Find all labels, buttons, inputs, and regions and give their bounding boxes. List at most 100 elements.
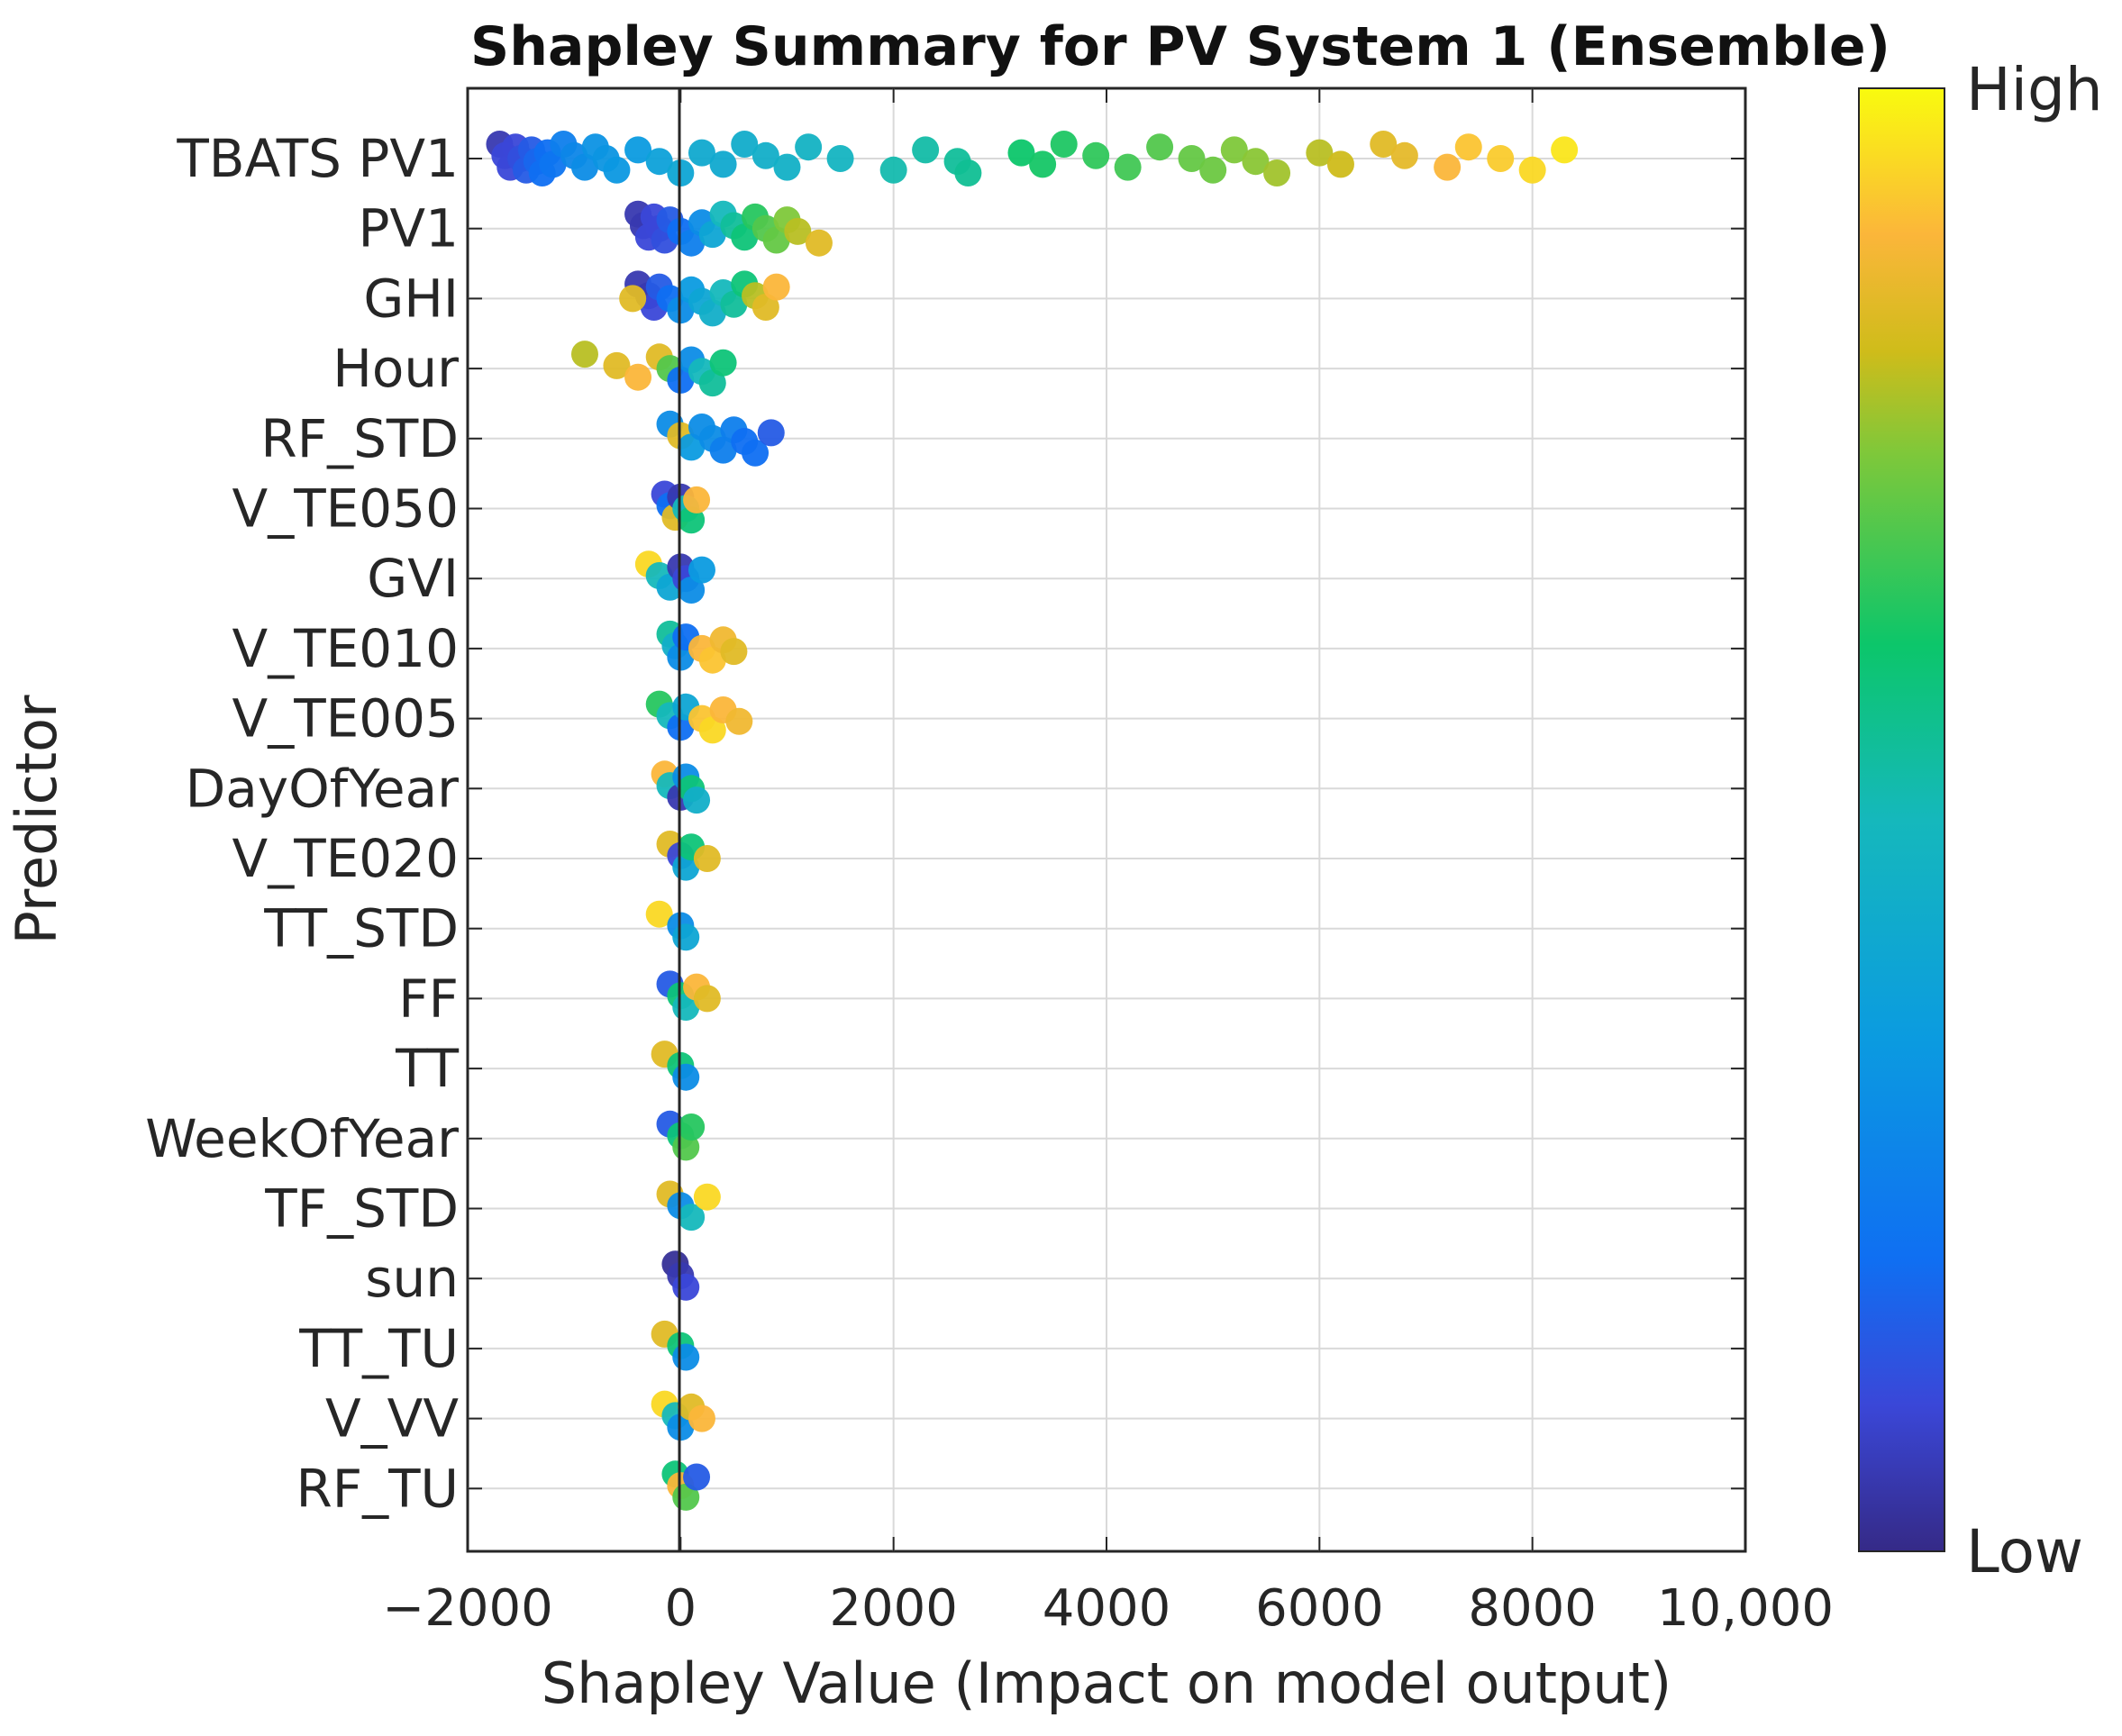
shap-point	[1220, 136, 1248, 164]
shap-point	[805, 229, 833, 257]
shap-point	[731, 131, 759, 158]
shap-point	[742, 439, 770, 467]
predictor-label: GHI	[363, 268, 459, 329]
shap-point	[693, 1183, 721, 1211]
shap-point	[709, 349, 737, 377]
predictor-label: RF_TU	[296, 1458, 459, 1519]
shap-point	[720, 638, 748, 666]
shap-point	[1007, 139, 1035, 167]
shap-point	[570, 153, 598, 181]
shap-point	[698, 716, 726, 744]
shap-point	[688, 556, 715, 584]
shap-point	[698, 369, 726, 397]
shap-point	[688, 1404, 715, 1432]
shap-point	[912, 136, 940, 164]
shap-point	[678, 1113, 706, 1141]
shap-point	[1050, 131, 1078, 158]
shap-point	[693, 845, 721, 872]
shap-point	[672, 923, 700, 951]
shap-point	[1178, 145, 1206, 172]
shap-point	[624, 136, 652, 164]
colorbar	[1858, 87, 1945, 1552]
y-axis-label: Predictor	[4, 695, 69, 944]
predictor-label: DayOfYear	[186, 758, 460, 819]
x-tick-label: 4000	[1043, 1579, 1171, 1638]
shap-point	[1082, 141, 1110, 169]
axis-ticks: −2000 0 2000 4000 6000 8000 10,000 TBATS PV1 PV1…	[145, 88, 1834, 1638]
shap-point	[795, 133, 823, 161]
shap-point	[678, 1204, 706, 1232]
shap-point	[688, 139, 715, 167]
shap-point	[678, 577, 706, 604]
shap-point	[624, 363, 652, 391]
predictor-label: V_TE010	[232, 618, 459, 679]
shap-point	[619, 285, 647, 313]
shap-point	[1114, 153, 1142, 181]
predictor-label: GVI	[367, 548, 459, 609]
x-tick-label: 8000	[1468, 1579, 1597, 1638]
predictor-label: TT_TU	[298, 1318, 459, 1379]
predictor-label: WeekOfYear	[145, 1108, 459, 1169]
predictor-label: TBATS PV1	[176, 128, 459, 189]
shap-point	[672, 1273, 700, 1301]
shap-point	[645, 900, 673, 928]
chart-title: Shapley Summary for PV System 1 (Ensembl…	[470, 15, 1890, 78]
shap-point	[1487, 145, 1515, 172]
shap-point	[1390, 141, 1418, 169]
shap-point	[672, 1063, 700, 1091]
shap-point	[698, 221, 726, 249]
shap-point	[698, 646, 726, 674]
predictor-label: Hour	[332, 338, 459, 399]
shap-point	[1326, 150, 1354, 178]
shap-point	[1370, 131, 1398, 158]
x-tick-label: 6000	[1255, 1579, 1384, 1638]
shap-point	[879, 156, 907, 184]
shap-point	[693, 985, 721, 1013]
x-axis-label: Shapley Value (Impact on model output)	[542, 1650, 1671, 1716]
shap-point	[751, 294, 779, 321]
x-tick-label: 10,000	[1657, 1579, 1834, 1638]
shap-point	[698, 299, 726, 327]
predictor-label: V_TE020	[232, 828, 459, 889]
shap-point	[1518, 156, 1546, 184]
shap-point	[731, 223, 759, 251]
shap-point	[954, 159, 982, 186]
shap-point	[672, 1343, 700, 1371]
shap-point	[1454, 133, 1482, 161]
colorbar-low-label: Low	[1966, 1517, 2083, 1586]
predictor-label: sun	[365, 1248, 459, 1309]
predictor-label: V_TE050	[232, 478, 459, 540]
shap-point	[751, 141, 779, 169]
shap-point	[762, 273, 790, 301]
shap-point	[709, 436, 737, 464]
predictor-label: PV1	[358, 198, 459, 259]
x-tick-label: 0	[665, 1579, 697, 1638]
shap-point	[1146, 133, 1174, 161]
x-tick-label: −2000	[382, 1579, 552, 1638]
colorbar-high-label: High	[1966, 55, 2103, 124]
shap-point	[762, 226, 790, 254]
x-tick-label: 2000	[829, 1579, 958, 1638]
shap-point	[1551, 136, 1579, 164]
predictor-label: RF_STD	[260, 408, 459, 469]
shap-point	[678, 229, 706, 257]
shap-point	[683, 1463, 711, 1491]
shap-point	[784, 217, 812, 245]
shap-point	[1029, 150, 1057, 178]
shap-point	[570, 341, 598, 368]
shap-point	[1434, 153, 1462, 181]
shap-point	[1242, 148, 1270, 176]
predictor-label: V_TE005	[232, 688, 459, 750]
shap-point	[678, 433, 706, 461]
shap-point	[603, 156, 631, 184]
shap-point	[709, 150, 737, 178]
shap-point	[539, 150, 567, 178]
shap-point	[1263, 159, 1291, 186]
shap-point	[683, 786, 711, 814]
shap-point	[826, 145, 854, 172]
shap-point	[683, 486, 711, 514]
shap-point	[603, 351, 631, 379]
shap-point	[1306, 139, 1334, 167]
